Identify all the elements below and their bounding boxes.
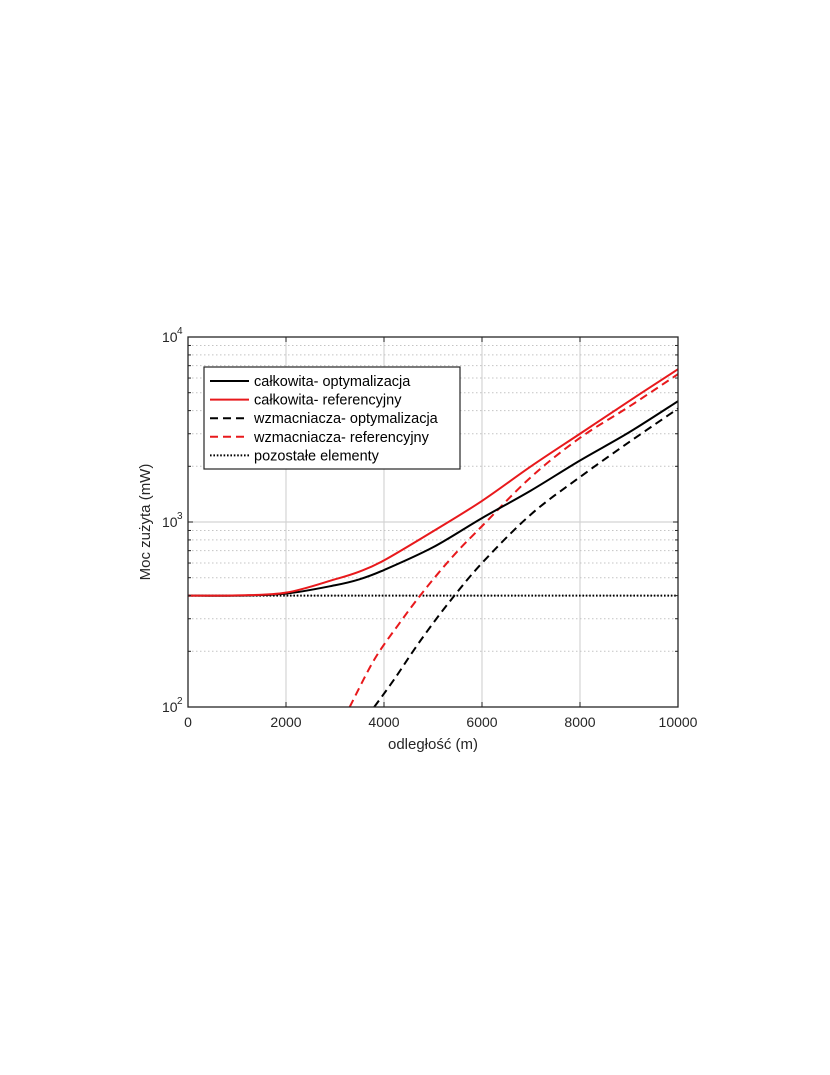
y-tick-label: 10: [162, 514, 178, 530]
x-tick-label: 2000: [270, 714, 301, 730]
x-tick-label: 4000: [368, 714, 399, 730]
legend-label: wzmacniacza- referencyjny: [253, 430, 430, 446]
series-layer: [188, 368, 678, 707]
legend: całkowita- optymalizacja całkowita- refer…: [203, 366, 461, 470]
y-tick-label: 10: [162, 699, 178, 715]
legend-box: [203, 366, 461, 470]
x-tick-label: 8000: [564, 714, 595, 730]
y-axis-title: Moc zużyta (mW): [137, 464, 154, 581]
legend-label: całkowita- optymalizacja: [254, 374, 411, 390]
x-tick-label: 6000: [466, 714, 497, 730]
y-tick-exponent: 3: [177, 511, 183, 522]
y-tick-exponent: 4: [177, 326, 183, 337]
x-tick-label: 10000: [659, 714, 698, 730]
x-tick-label: 0: [184, 714, 192, 730]
y-tick-exponent: 2: [177, 696, 183, 707]
series-line-3: [373, 407, 678, 707]
legend-label: całkowita- referencyjny: [254, 393, 402, 409]
x-axis-title: odległość (m): [388, 736, 478, 753]
y-tick-label: 10: [162, 329, 178, 345]
legend-label: wzmacniacza- optymalizacja: [253, 411, 439, 427]
series-line-2: [188, 368, 678, 597]
legend-label: pozostałe elementy: [254, 448, 380, 464]
